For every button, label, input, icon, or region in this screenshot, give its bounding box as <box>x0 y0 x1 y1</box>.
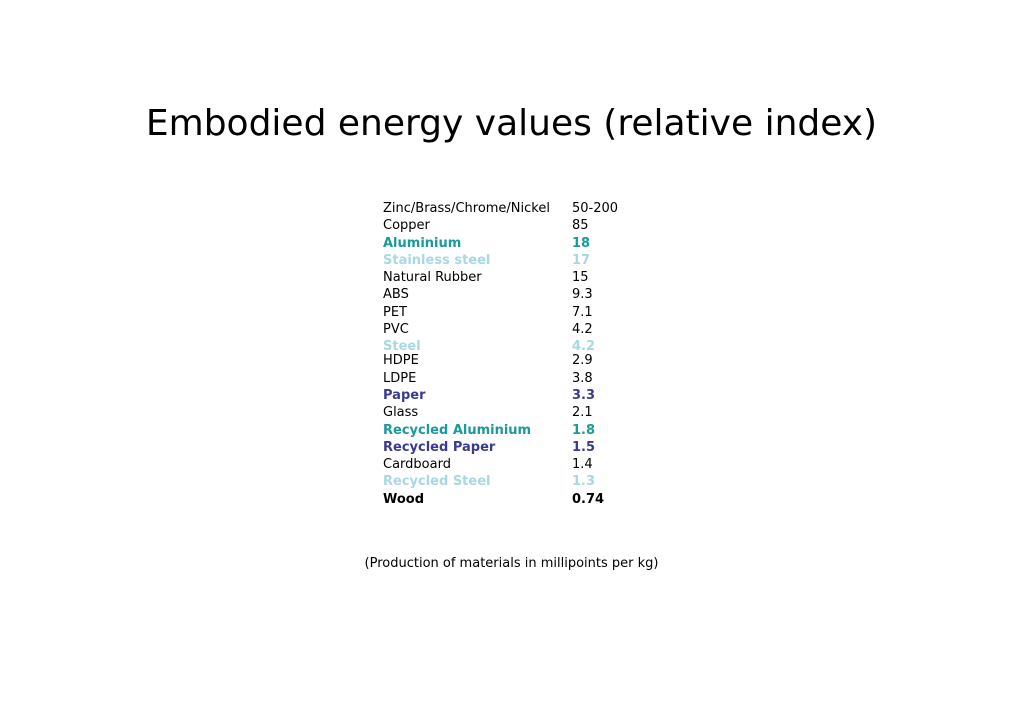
material-name: Recycled Paper <box>383 439 496 455</box>
material-value: 85 <box>572 218 589 234</box>
footnote: (Production of materials in millipoints … <box>364 556 659 571</box>
material-name: Natural Rubber <box>383 270 482 286</box>
material-name: Recycled Steel <box>383 474 491 490</box>
material-name: Steel <box>383 339 421 355</box>
material-value: 1.8 <box>572 422 596 438</box>
material-name: Recycled Aluminium <box>383 422 532 438</box>
material-value: 1.5 <box>572 439 596 455</box>
material-value: 15 <box>572 270 589 286</box>
material-value: 17 <box>572 252 591 268</box>
material-value: 0.74 <box>572 491 605 507</box>
material-name: Aluminium <box>383 235 462 251</box>
material-name: Stainless steel <box>383 252 491 268</box>
material-name: ABS <box>383 287 409 303</box>
material-name: HDPE <box>383 353 419 369</box>
material-value: 18 <box>572 235 591 251</box>
material-name: Glass <box>383 405 419 421</box>
slide-title: Embodied energy values (relative index) <box>145 103 878 144</box>
material-name: Zinc/Brass/Chrome/Nickel <box>383 201 550 216</box>
material-name: Cardboard <box>383 457 451 473</box>
material-value: 1.3 <box>572 474 596 490</box>
material-name: Paper <box>383 387 426 403</box>
material-name: LDPE <box>383 370 417 386</box>
material-value: 2.1 <box>572 405 593 421</box>
material-name: PVC <box>383 322 409 338</box>
material-value: 50-200 <box>572 201 619 216</box>
material-value: 3.8 <box>572 370 593 386</box>
material-value: 3.3 <box>572 387 596 403</box>
material-value: 7.1 <box>572 304 593 320</box>
material-value: 9.3 <box>572 287 593 303</box>
material-value: 4.2 <box>572 339 596 355</box>
material-name: Copper <box>383 218 430 234</box>
material-value: 2.9 <box>572 353 593 369</box>
material-value: 1.4 <box>572 457 593 473</box>
material-value: 4.2 <box>572 322 593 338</box>
material-name: Wood <box>383 491 425 507</box>
material-name: PET <box>383 304 407 320</box>
